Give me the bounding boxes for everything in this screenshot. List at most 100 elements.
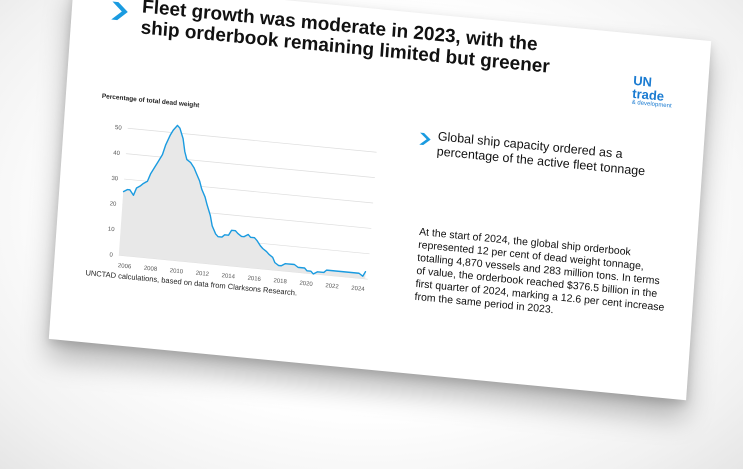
slide: Fleet growth was moderate in 2023, with … xyxy=(48,0,712,401)
data-point xyxy=(291,263,293,265)
data-point xyxy=(243,236,245,238)
data-point xyxy=(352,272,353,274)
data-point xyxy=(140,185,142,187)
data-point xyxy=(287,263,289,265)
data-point xyxy=(150,173,151,175)
x-tick-label: 2014 xyxy=(221,273,235,280)
y-tick-label: 20 xyxy=(109,201,117,208)
data-point xyxy=(284,263,286,265)
data-point xyxy=(182,138,184,140)
data-point xyxy=(365,270,367,272)
x-tick-label: 2018 xyxy=(273,278,287,285)
data-point xyxy=(206,204,208,206)
data-point xyxy=(306,270,308,272)
data-point xyxy=(126,189,128,190)
data-point xyxy=(235,230,236,232)
data-point xyxy=(332,270,334,272)
data-point xyxy=(241,236,242,237)
data-point xyxy=(184,151,186,153)
x-tick-label: 2022 xyxy=(325,283,339,290)
data-point xyxy=(323,272,325,273)
data-point xyxy=(142,183,144,184)
slide-title: Fleet growth was moderate in 2023, with … xyxy=(139,0,551,78)
data-point xyxy=(339,270,341,272)
data-point xyxy=(136,187,137,189)
data-point xyxy=(165,144,167,146)
description-paragraph: At the start of 2024, the global ship or… xyxy=(414,225,665,317)
data-point xyxy=(204,196,206,198)
data-point xyxy=(254,237,255,239)
data-point xyxy=(293,264,295,265)
data-point xyxy=(129,189,131,191)
data-point xyxy=(358,272,360,274)
gridline xyxy=(127,127,377,153)
data-point xyxy=(250,236,251,238)
data-point xyxy=(211,225,213,227)
data-point xyxy=(260,245,261,247)
data-point xyxy=(224,234,226,236)
data-point xyxy=(177,125,178,126)
data-point xyxy=(157,161,159,163)
area-fill xyxy=(118,125,366,279)
data-point xyxy=(122,191,124,193)
data-point xyxy=(297,266,299,268)
data-point xyxy=(280,265,282,267)
data-point xyxy=(195,172,197,174)
data-point xyxy=(133,194,134,196)
y-tick-label: 10 xyxy=(108,227,116,234)
y-tick-label: 30 xyxy=(111,176,119,183)
data-point xyxy=(343,271,344,273)
unctad-logo: UN trade & development xyxy=(631,73,685,112)
data-point xyxy=(199,180,201,182)
chevron-right-icon xyxy=(111,1,128,21)
data-point xyxy=(209,215,211,216)
data-point xyxy=(221,236,223,238)
data-point xyxy=(310,270,312,272)
y-tick-label: 0 xyxy=(109,252,113,258)
x-tick-label: 2016 xyxy=(247,276,261,283)
data-point xyxy=(266,251,267,252)
data-point xyxy=(345,271,347,273)
data-point xyxy=(304,267,305,269)
data-point xyxy=(262,248,264,250)
fleet-orderbook-chart: 0 10 20 30 40 50 2006 2008 2010 2012 2014 2016 2018 2… xyxy=(108,124,377,293)
data-point xyxy=(312,273,314,275)
data-point xyxy=(217,236,219,238)
data-point xyxy=(147,180,148,182)
data-point xyxy=(169,134,171,136)
data-point xyxy=(228,234,229,236)
data-point xyxy=(193,167,195,169)
data-point xyxy=(186,159,188,160)
data-point xyxy=(172,129,174,131)
y-tick-label: 50 xyxy=(115,125,123,132)
data-point xyxy=(190,162,191,163)
y-tick-label: 40 xyxy=(113,150,121,157)
chart-subtitle: Global ship capacity ordered as a percen… xyxy=(436,129,646,179)
data-point xyxy=(247,234,249,235)
data-point xyxy=(326,269,327,271)
x-tick-label: 2020 xyxy=(299,281,313,288)
data-point xyxy=(362,275,364,277)
data-point xyxy=(162,154,163,155)
data-point xyxy=(237,233,239,234)
data-point xyxy=(349,271,351,273)
data-point xyxy=(330,270,331,271)
x-tick-label: 2024 xyxy=(351,286,365,293)
chevron-right-icon xyxy=(419,132,431,145)
data-point xyxy=(316,271,318,273)
data-point xyxy=(231,229,232,231)
data-point xyxy=(256,240,258,241)
data-point xyxy=(154,166,156,168)
data-point xyxy=(179,127,181,129)
data-point xyxy=(278,265,280,266)
data-point xyxy=(272,256,274,258)
data-point xyxy=(319,271,321,273)
data-point xyxy=(215,233,217,235)
x-tick-label: 2006 xyxy=(118,263,132,270)
x-tick-label: 2010 xyxy=(170,268,184,275)
title-block: Fleet growth was moderate in 2023, with … xyxy=(111,0,579,78)
data-point xyxy=(201,188,203,190)
data-point xyxy=(356,272,357,274)
data-point xyxy=(336,270,338,272)
x-tick-label: 2008 xyxy=(144,266,158,273)
